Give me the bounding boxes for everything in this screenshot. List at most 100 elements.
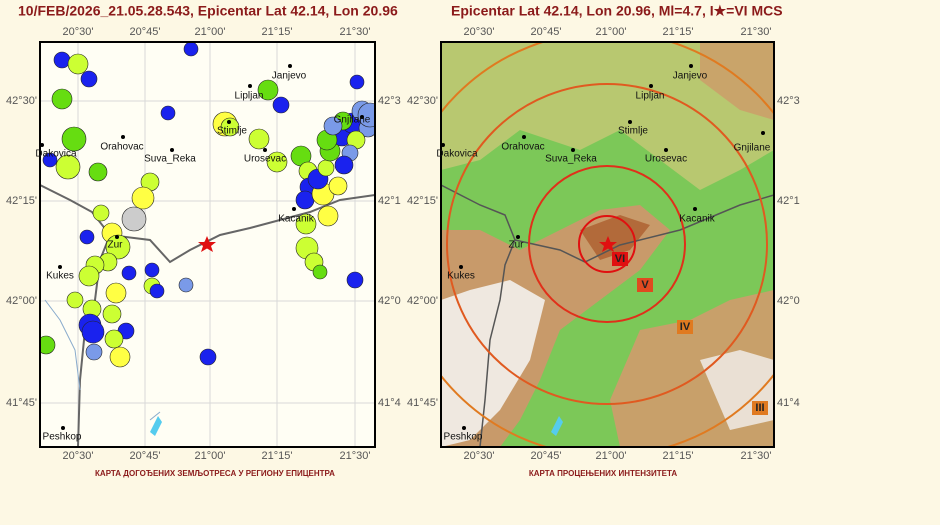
earthquake [61,126,87,152]
y-tick-label: 42°1 [378,195,401,207]
left-frame [39,41,376,448]
earthquake [105,234,131,260]
earthquake [92,204,110,222]
city-dot [288,64,292,68]
city-dot [689,64,693,68]
city-label: Orahovac [100,142,143,153]
x-tick-label: 20°45' [531,450,562,462]
y-tick-label: 41°4 [777,397,800,409]
x-tick-label: 21°15' [663,450,694,462]
intensity-box [612,252,628,266]
city-label: Suva_Reka [545,154,597,165]
left-title: 10/FEB/2026_21.05.28.543, Epicentar Lat … [18,3,398,19]
city-label: Zur [108,240,124,251]
city-label: Stimlje [217,126,247,137]
earthquake [85,343,103,361]
y-tick-label: 42°30' [6,95,37,107]
city-label: Kukes [447,271,475,282]
x-tick-label: 20°30' [464,450,495,462]
city-dot [516,235,520,239]
city-dot [459,265,463,269]
earthquake [104,329,124,349]
x-tick-label: 21°30' [340,450,371,462]
city-dot [761,131,765,135]
earthquake [199,348,217,366]
x-tick-label: 21°15' [262,26,293,38]
city-dot [441,143,445,147]
epicenter-star [198,236,216,252]
x-tick-label: 21°30' [741,26,772,38]
y-tick-label: 41°45' [6,397,37,409]
earthquake [131,186,155,210]
city-dot [522,135,526,139]
y-tick-label: 41°45' [407,397,438,409]
city-label: Suva_Reka [144,154,196,165]
right-title: Epicentar Lat 42.14, Lon 20.96, Ml=4.7, … [451,3,783,19]
earthquake [66,291,84,309]
intensity-box [752,401,768,415]
intensity-label: IV [680,321,691,333]
city-label: Peshkop [43,432,82,443]
x-tick-label: 20°45' [130,26,161,38]
x-tick-label: 20°45' [130,450,161,462]
city-dot [248,84,252,88]
y-tick-label: 42°00' [407,295,438,307]
earthquake [79,229,95,245]
earthquake [295,213,317,235]
city-dot [121,135,125,139]
city-label: Urosevac [244,154,286,165]
city-label: Orahovac [501,142,544,153]
earthquake [312,264,328,280]
earthquake [266,151,288,173]
earthquake [295,190,315,210]
earthquake [183,42,199,57]
intensity-box [637,278,653,292]
city-dot [571,148,575,152]
city-dot [58,265,62,269]
earthquake [272,96,290,114]
right-caption: КАРТА ПРОЦЕЊЕНИХ ИНТЕНЗИТЕТА [529,469,677,478]
city-dot [462,426,466,430]
earthquake [144,262,160,278]
x-tick-label: 21°00' [195,26,226,38]
x-tick-label: 21°30' [741,450,772,462]
city-dot [227,120,231,124]
epicenter-star [599,236,617,252]
earthquake [102,304,122,324]
city-dot [115,235,119,239]
earthquake [257,79,279,101]
city-label: Stimlje [618,126,648,137]
intensity-label: VI [615,253,625,265]
earthquake [40,335,56,355]
x-tick-label: 21°15' [663,26,694,38]
y-tick-label: 42°0 [777,295,800,307]
earthquake [78,265,100,287]
earthquake [317,205,339,227]
x-tick-label: 21°00' [596,450,627,462]
intensity-box [677,320,693,334]
y-tick-label: 41°4 [378,397,401,409]
intensity-label: V [641,279,649,291]
earthquake [81,320,105,344]
city-label: Lipljan [636,91,665,102]
earthquake [328,176,348,196]
y-tick-label: 42°3 [777,95,800,107]
city-label: Urosevac [645,154,687,165]
city-dot [170,148,174,152]
x-tick-label: 20°45' [531,26,562,38]
y-tick-label: 42°3 [378,95,401,107]
earthquake [80,70,98,88]
city-label: Gnjilane [334,115,371,126]
city-label: Peshkop [444,432,483,443]
earthquake [149,283,165,299]
earthquake [55,154,81,180]
city-dot [263,148,267,152]
earthquake [121,265,137,281]
right-frame [440,41,775,448]
earthquake [160,105,176,121]
y-tick-label: 42°15' [407,195,438,207]
x-tick-label: 20°30' [464,26,495,38]
y-tick-label: 42°30' [407,95,438,107]
city-dot [292,207,296,211]
y-tick-label: 42°1 [777,195,800,207]
